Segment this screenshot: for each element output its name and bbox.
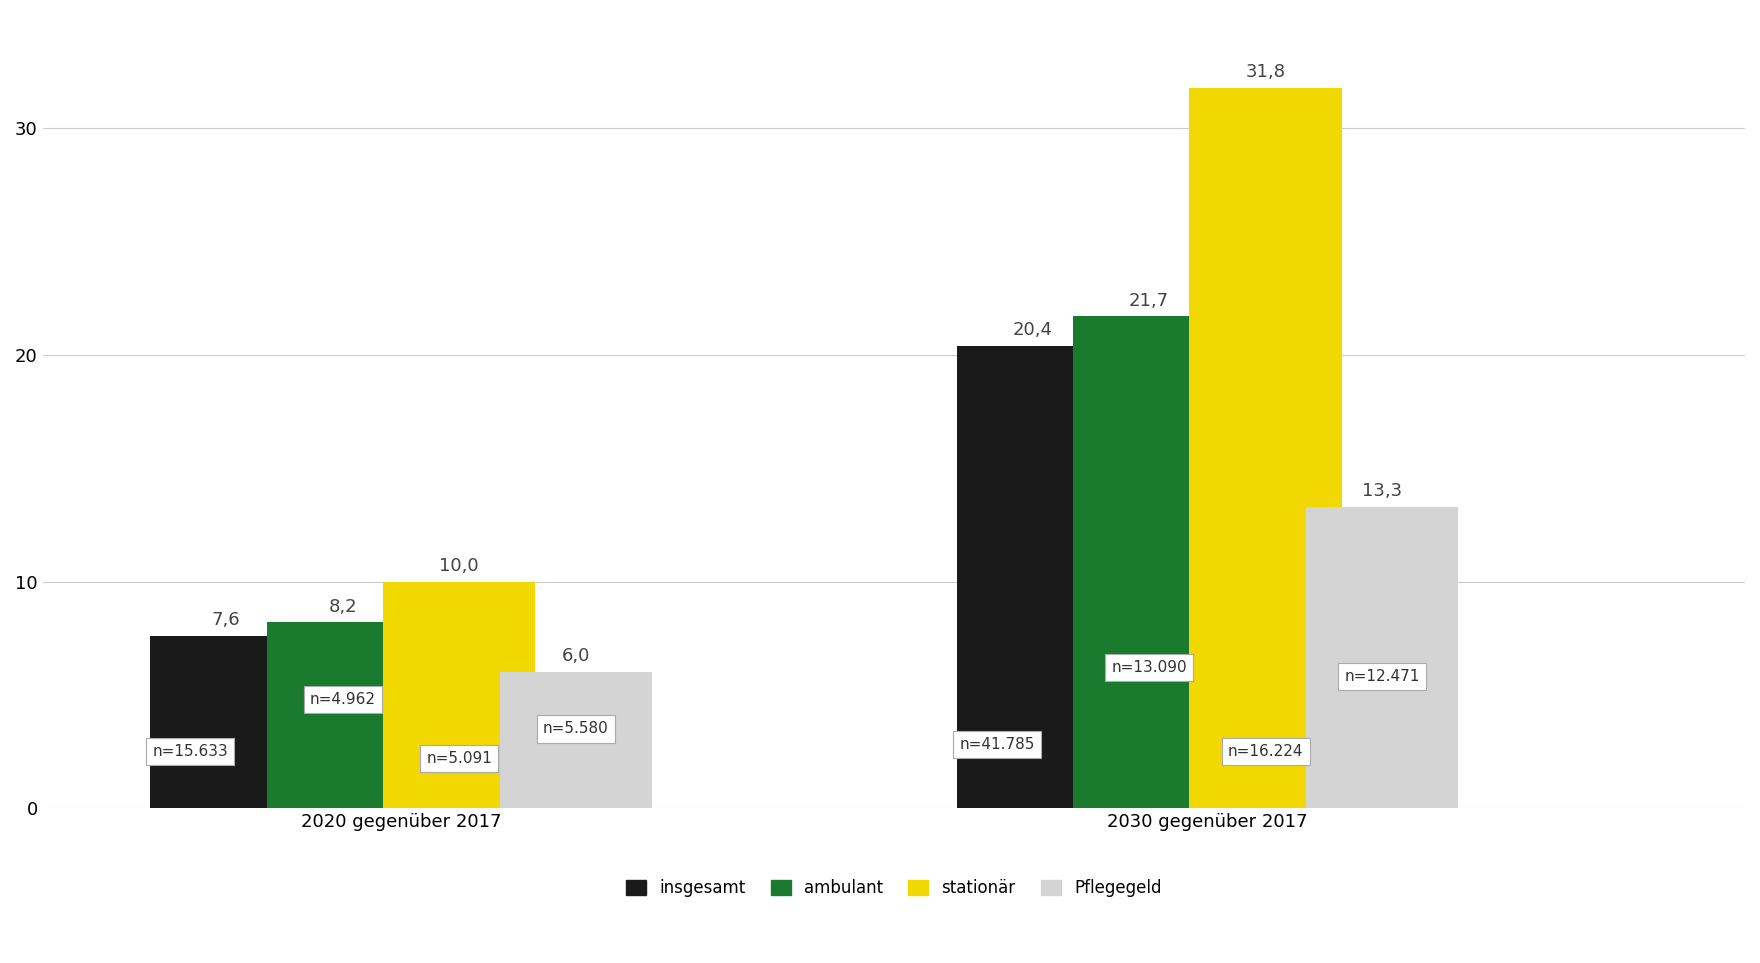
- Text: 10,0: 10,0: [440, 557, 479, 575]
- Bar: [150, 636, 303, 808]
- Bar: [384, 582, 535, 808]
- Text: 13,3: 13,3: [1362, 482, 1403, 500]
- Text: n=5.580: n=5.580: [542, 721, 609, 737]
- Text: n=5.091: n=5.091: [426, 751, 493, 766]
- Bar: [1074, 317, 1225, 808]
- Text: n=41.785: n=41.785: [959, 738, 1035, 752]
- Bar: [500, 672, 651, 808]
- Bar: [266, 622, 419, 808]
- Text: n=12.471: n=12.471: [1345, 669, 1420, 685]
- Text: n=4.962: n=4.962: [310, 692, 377, 707]
- Text: 31,8: 31,8: [1246, 63, 1285, 81]
- Bar: [1190, 88, 1341, 808]
- Text: 7,6: 7,6: [211, 612, 241, 629]
- Text: 8,2: 8,2: [329, 598, 357, 615]
- Text: n=13.090: n=13.090: [1111, 661, 1186, 675]
- Text: 21,7: 21,7: [1130, 292, 1169, 310]
- Bar: [956, 346, 1109, 808]
- Text: n=15.633: n=15.633: [153, 744, 229, 759]
- Text: 20,4: 20,4: [1012, 321, 1052, 339]
- Text: n=16.224: n=16.224: [1228, 744, 1304, 759]
- Bar: [1306, 507, 1459, 808]
- Legend: insgesamt, ambulant, stationär, Pflegegeld: insgesamt, ambulant, stationär, Pflegege…: [620, 872, 1169, 903]
- Text: 6,0: 6,0: [561, 647, 590, 665]
